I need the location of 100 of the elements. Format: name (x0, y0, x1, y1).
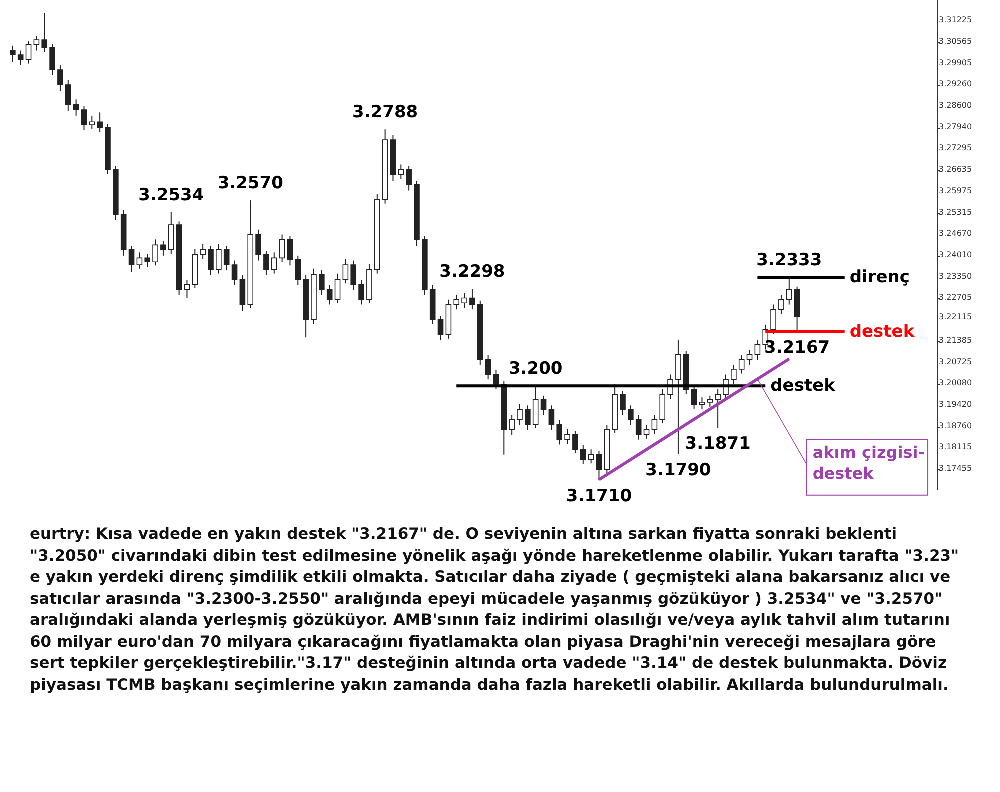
candlestick (65, 80, 72, 112)
candlestick (152, 239, 158, 266)
candlestick (778, 294, 784, 316)
candlestick (256, 229, 262, 262)
y-tick-label: 3.22705 (939, 293, 972, 302)
candlestick (454, 294, 460, 310)
y-tick-label: 3.18760 (939, 422, 972, 431)
candlestick (271, 252, 278, 274)
candlestick (358, 280, 364, 306)
y-tick-label: 3.21385 (939, 336, 972, 346)
candlestick (493, 369, 500, 390)
candlestick (200, 244, 206, 260)
candlestick (731, 364, 737, 386)
candlestick (42, 12, 48, 53)
candlestick (644, 424, 650, 440)
candlestick (136, 252, 143, 270)
candlestick (232, 260, 238, 286)
candlestick (184, 280, 190, 299)
candlestick (334, 273, 341, 304)
candlestick (144, 254, 151, 268)
candlestick (548, 405, 555, 431)
annotation: 3.2298 (440, 262, 506, 282)
candlestick (540, 395, 547, 416)
candlestick (691, 386, 698, 410)
y-tick-label: 3.31225 (939, 16, 972, 25)
annotation: 3.2333 (756, 250, 822, 271)
candlestick (525, 405, 531, 431)
candlestick (264, 250, 270, 276)
candlestick (438, 316, 444, 342)
y-tick-label: 3.22115 (939, 312, 972, 322)
candlestick (636, 414, 642, 440)
candlestick (81, 106, 88, 132)
candlestick (50, 44, 56, 76)
y-tick-label: 3.26635 (939, 165, 972, 174)
y-tick-label: 3.24010 (939, 250, 972, 260)
candlestick (517, 404, 523, 426)
candlestick (128, 246, 135, 273)
candlestick (295, 255, 302, 286)
series-label: direnç (850, 268, 910, 288)
candlestick (509, 414, 515, 436)
candlestick (715, 388, 721, 429)
candlestick (470, 288, 476, 310)
candlestick (97, 112, 103, 133)
annotation: 3.1871 (685, 434, 751, 454)
candlestick (398, 164, 404, 180)
y-tick-label: 3.27295 (939, 144, 972, 153)
candlestick (556, 420, 563, 446)
candlestick (216, 244, 222, 274)
y-tick-label: 3.24670 (939, 229, 972, 238)
candlestick (326, 284, 333, 306)
candlestick (279, 234, 286, 263)
y-tick-label: 3.28600 (939, 101, 972, 110)
annotation: 3.200 (508, 359, 563, 380)
annotation: 3.2570 (218, 174, 284, 194)
text: eurtry: Kısa vadede en yakın destek "3.2167" de. O seviyenin altına sarkan fiyatta sonraki beklenti "3.2050" civarındaki dibin test edilmesine yönelik aşağı yönde hareketlenme olabilir. Yukarı tarafta "3.23" e yakın yerdeki direnç şimdilik etkili olmakta. Satıcılar daha ziyade ( geçmişteki alana bakarsanız alıcı ve satıcılar arasında "3.2300-3.2550" aralığında epeyi mücadele yaşanmış gözüküyor ) 3.2534" ve "3.2570" aralığındaki alanda yerleşmiş gözüküyor. AMB'sının faiz indirimi olasılığı ve/veya aylık tahvil alım tutarını 60 milyar euro'dan 70 milyara çıkaracağını fiyatlamakta olan piyasa Draghi'nin vereceği mesajlara göre sert tepkiler gerçekleştirebilir."3.17" desteğinin altında orta vadede "3.14" de destek bulunmakta. Döviz piyasası TCMB başkanı seçimlerine yakın zamanda daha fazla hareketli olabilir. Akıllarda bulundurulmalı. (30, 524, 960, 696)
candlestick (350, 260, 357, 291)
candlestick (89, 115, 96, 130)
text: akım çizgisi-destek (812, 442, 925, 483)
annotation: 3.1790 (646, 460, 712, 481)
annotation: 3.2167 (764, 338, 830, 358)
candlestick (572, 430, 578, 454)
candlestick (58, 64, 64, 92)
series-label: destek (850, 322, 916, 342)
y-tick-label: 3.20725 (939, 358, 972, 367)
candlestick (485, 354, 492, 380)
candlestick (462, 292, 468, 308)
candlestick (628, 405, 634, 426)
y-tick-label: 3.29905 (939, 58, 972, 68)
candlestick (160, 240, 166, 256)
candlestick (342, 258, 349, 284)
candlestick (564, 428, 570, 445)
candlestick (224, 246, 230, 272)
candlestick (10, 45, 16, 63)
y-tick-label: 3.25975 (939, 186, 972, 196)
annotation: 3.2534 (138, 185, 204, 206)
candlestick (699, 397, 706, 410)
candlestick (746, 350, 753, 366)
series-label: destek (770, 376, 836, 396)
candlestick (34, 36, 40, 52)
y-tick-label: 3.29260 (939, 80, 972, 89)
candlestick (786, 277, 792, 306)
candlestick (738, 354, 745, 374)
candlestick (18, 50, 24, 66)
annotation: 3.2788 (352, 102, 418, 123)
candlestick (652, 414, 658, 435)
candlestick (73, 99, 80, 116)
y-tick-label: 3.17455 (939, 464, 972, 473)
y-tick-label: 3.20080 (939, 378, 972, 388)
annotation: 3.1710 (566, 486, 632, 507)
y-tick-label: 3.25315 (939, 208, 972, 218)
candlestick (754, 340, 761, 361)
candlestick (26, 40, 32, 64)
candlestick (406, 166, 412, 192)
candlestick (287, 236, 294, 266)
y-tick-label: 3.18115 (939, 442, 972, 452)
candlestick (707, 395, 714, 408)
candlestick (620, 390, 626, 416)
candlestick (596, 450, 602, 482)
candlestick (319, 270, 325, 296)
y-tick-label: 3.23350 (939, 272, 972, 282)
